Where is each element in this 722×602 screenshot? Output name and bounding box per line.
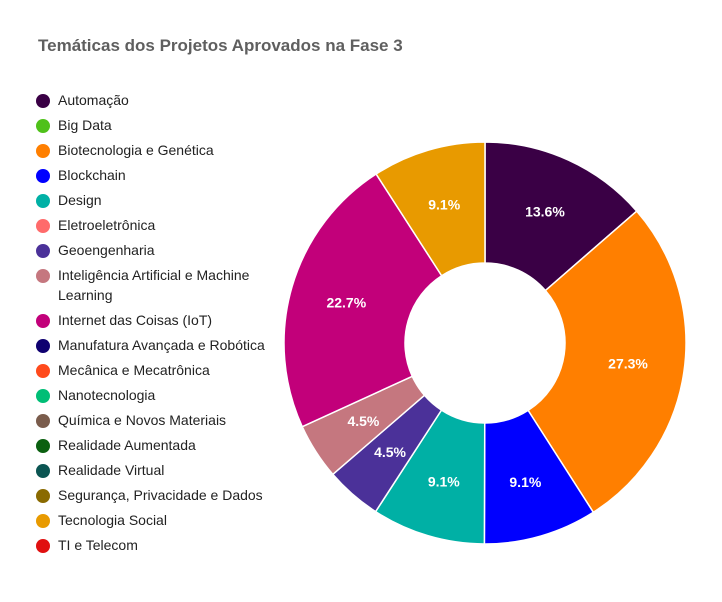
legend-item[interactable]: Big Data [36,115,268,135]
legend-swatch [36,144,50,158]
legend-label: Realidade Aumentada [58,437,196,453]
legend-swatch [36,489,50,503]
legend-item[interactable]: Blockchain [36,165,268,185]
legend-label: Blockchain [58,167,126,183]
legend-item[interactable]: TI e Telecom [36,535,268,555]
legend-item[interactable]: Mecânica e Mecatrônica [36,360,268,380]
legend-item[interactable]: Internet das Coisas (IoT) [36,310,268,330]
legend-swatch [36,194,50,208]
donut-slice[interactable] [527,210,687,514]
legend-swatch [36,339,50,353]
legend-label: Geoengenharia [58,242,155,258]
legend: Automação Big Data Biotecnologia e Genétic… [36,90,268,560]
legend-label: Big Data [58,117,112,133]
legend-swatch [36,244,50,258]
legend-swatch [36,414,50,428]
legend-label: Eletroeletrônica [58,217,156,233]
legend-swatch [36,389,50,403]
legend-item[interactable]: Realidade Aumentada [36,435,268,455]
legend-label: Biotecnologia e Genética [58,142,214,158]
legend-item[interactable]: Geoengenharia [36,240,268,260]
legend-item[interactable]: Inteligência Artificial e Machine Learni… [36,265,268,305]
legend-item[interactable]: Segurança, Privacidade e Dados [36,485,268,505]
legend-item[interactable]: Biotecnologia e Genética [36,140,268,160]
legend-swatch [36,514,50,528]
legend-swatch [36,314,50,328]
slice-value-label: 4.5% [374,444,406,460]
slice-value-label: 4.5% [347,413,379,429]
donut-slice[interactable] [375,141,486,277]
legend-item[interactable]: Automação [36,90,268,110]
legend-label: Nanotecnologia [58,387,156,403]
legend-item[interactable]: Nanotecnologia [36,385,268,405]
legend-swatch [36,464,50,478]
legend-label: Inteligência Artificial e Machine Learni… [58,267,250,303]
legend-label: Química e Novos Materiais [58,412,227,428]
slice-value-label: 27.3% [608,356,648,372]
chart-title: Temáticas dos Projetos Aprovados na Fase… [38,36,403,55]
legend-label: TI e Telecom [58,537,138,553]
legend-swatch [36,539,50,553]
legend-label: Automação [58,92,129,108]
legend-item[interactable]: Manufatura Avançada e Robótica [36,335,268,355]
legend-item[interactable]: Design [36,190,268,210]
legend-label: Segurança, Privacidade e Dados [58,487,263,503]
slice-value-label: 22.7% [326,294,366,310]
legend-swatch [36,439,50,453]
legend-label: Manufatura Avançada e Robótica [58,337,265,353]
legend-swatch [36,119,50,133]
legend-label: Mecânica e Mecatrônica [58,362,210,378]
legend-swatch [36,219,50,233]
slice-value-label: 9.1% [428,473,460,489]
donut-slice[interactable] [484,141,638,292]
legend-label: Design [58,192,102,208]
donut-slice[interactable] [283,172,443,428]
legend-swatch [36,269,50,283]
legend-label: Realidade Virtual [58,462,165,478]
legend-swatch [36,169,50,183]
legend-item[interactable]: Tecnologia Social [36,510,268,530]
slice-value-label: 13.6% [525,204,565,220]
legend-label: Tecnologia Social [58,512,167,528]
legend-label: Internet das Coisas (IoT) [58,312,213,328]
slice-value-label: 9.1% [509,474,541,490]
legend-item[interactable]: Eletroeletrônica [36,215,268,235]
slice-value-label: 9.1% [428,196,460,212]
legend-item[interactable]: Química e Novos Materiais [36,410,268,430]
legend-item[interactable]: Realidade Virtual [36,460,268,480]
legend-swatch [36,94,50,108]
legend-swatch [36,364,50,378]
